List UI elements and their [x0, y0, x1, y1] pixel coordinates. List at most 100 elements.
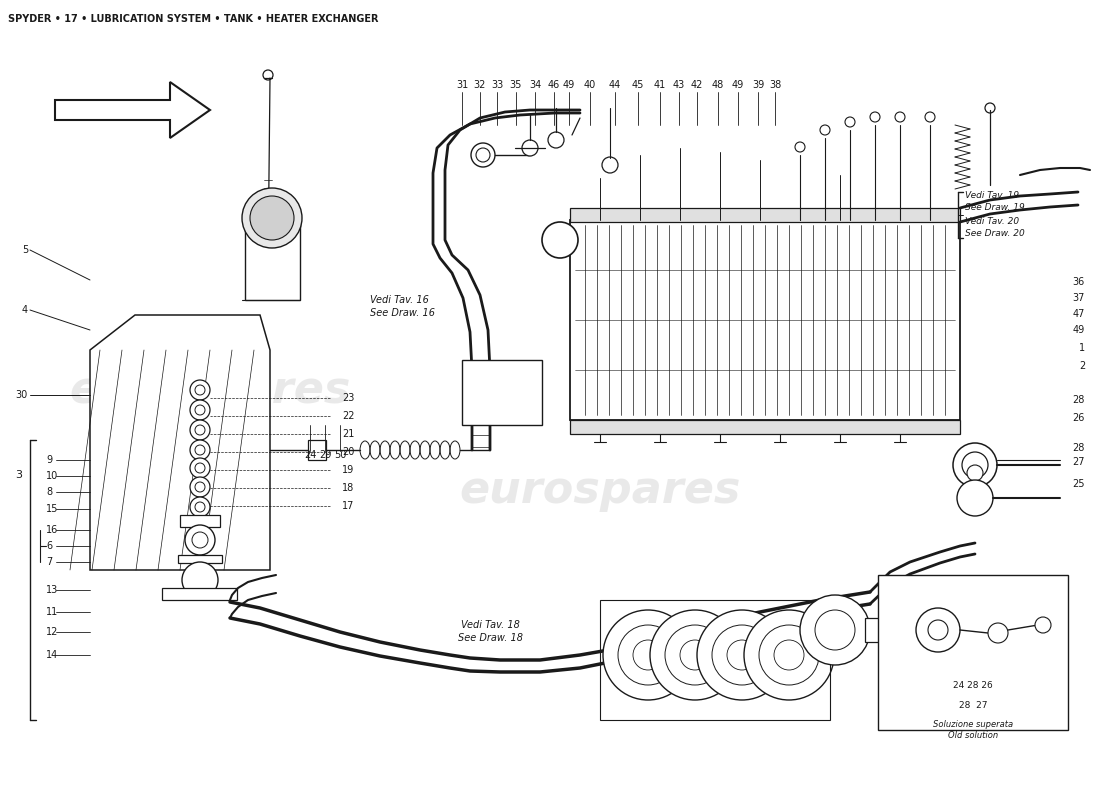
Circle shape — [195, 482, 205, 492]
Text: 10: 10 — [46, 471, 58, 481]
Text: 14: 14 — [46, 650, 58, 660]
Circle shape — [953, 443, 997, 487]
Text: 30: 30 — [15, 390, 28, 400]
Circle shape — [190, 497, 210, 517]
Text: See Draw. 19: See Draw. 19 — [965, 202, 1025, 211]
Circle shape — [190, 477, 210, 497]
Text: 21: 21 — [342, 429, 354, 439]
Text: 33: 33 — [491, 80, 503, 90]
Circle shape — [190, 458, 210, 478]
Text: 6: 6 — [46, 541, 52, 551]
Circle shape — [195, 425, 205, 435]
Circle shape — [522, 140, 538, 156]
Circle shape — [774, 640, 804, 670]
Circle shape — [618, 625, 678, 685]
Circle shape — [697, 610, 786, 700]
Text: 28: 28 — [1072, 395, 1085, 405]
Circle shape — [680, 640, 710, 670]
Text: 40: 40 — [584, 80, 596, 90]
Bar — [308, 440, 326, 460]
Circle shape — [195, 445, 205, 455]
Text: 22: 22 — [342, 411, 354, 421]
Circle shape — [967, 465, 983, 481]
Circle shape — [195, 463, 205, 473]
Circle shape — [548, 132, 564, 148]
Circle shape — [542, 222, 578, 258]
Bar — [865, 618, 920, 642]
Text: 23: 23 — [342, 393, 354, 403]
Text: Soluzione superata
Old solution: Soluzione superata Old solution — [933, 720, 1013, 740]
Circle shape — [744, 610, 834, 700]
Text: 20: 20 — [342, 447, 354, 457]
Circle shape — [190, 440, 210, 460]
Bar — [462, 360, 542, 425]
Text: 48: 48 — [712, 80, 724, 90]
Text: See Draw. 20: See Draw. 20 — [965, 230, 1025, 238]
Text: 24: 24 — [304, 450, 316, 460]
Text: 17: 17 — [342, 501, 354, 511]
Circle shape — [190, 380, 210, 400]
Circle shape — [250, 196, 294, 240]
Bar — [178, 555, 222, 563]
Text: 27: 27 — [1072, 457, 1085, 467]
Text: 43: 43 — [673, 80, 685, 90]
Circle shape — [928, 620, 948, 640]
Circle shape — [957, 480, 993, 516]
Circle shape — [603, 610, 693, 700]
Text: 16: 16 — [46, 525, 58, 535]
Text: 49: 49 — [732, 80, 744, 90]
Text: 47: 47 — [1072, 309, 1085, 319]
Text: 29: 29 — [319, 450, 331, 460]
Text: 2: 2 — [1079, 361, 1085, 371]
Text: 36: 36 — [1072, 277, 1085, 287]
Text: 11: 11 — [46, 607, 58, 617]
Circle shape — [185, 525, 214, 555]
Circle shape — [650, 610, 740, 700]
Text: 12: 12 — [46, 627, 58, 637]
Text: 25: 25 — [1072, 479, 1085, 489]
Text: Vedi Tav. 16
See Draw. 16: Vedi Tav. 16 See Draw. 16 — [370, 295, 434, 318]
Text: Vedi Tav. 18
See Draw. 18: Vedi Tav. 18 See Draw. 18 — [458, 620, 522, 643]
Circle shape — [666, 625, 725, 685]
Text: 39: 39 — [752, 80, 764, 90]
Bar — [245, 220, 300, 300]
Text: 37: 37 — [1072, 293, 1085, 303]
Circle shape — [190, 420, 210, 440]
Circle shape — [190, 400, 210, 420]
Bar — [570, 208, 960, 222]
Text: eurospares: eurospares — [460, 469, 740, 511]
Circle shape — [195, 385, 205, 395]
Circle shape — [182, 562, 218, 598]
Circle shape — [192, 532, 208, 548]
Text: 4: 4 — [22, 305, 28, 315]
Bar — [180, 515, 220, 527]
Text: 32: 32 — [474, 80, 486, 90]
Text: 45: 45 — [631, 80, 645, 90]
Circle shape — [962, 452, 988, 478]
Circle shape — [195, 405, 205, 415]
Text: 13: 13 — [46, 585, 58, 595]
Text: 46: 46 — [548, 80, 560, 90]
Text: SPYDER • 17 • LUBRICATION SYSTEM • TANK • HEATER EXCHANGER: SPYDER • 17 • LUBRICATION SYSTEM • TANK … — [8, 14, 378, 24]
Text: 44: 44 — [609, 80, 622, 90]
Text: 49: 49 — [1072, 325, 1085, 335]
Circle shape — [471, 143, 495, 167]
Bar — [570, 220, 960, 420]
Circle shape — [195, 502, 205, 512]
Circle shape — [800, 595, 870, 665]
Bar — [878, 575, 1068, 730]
Circle shape — [916, 608, 960, 652]
Text: 19: 19 — [342, 465, 354, 475]
Text: 9: 9 — [46, 455, 52, 465]
Text: 34: 34 — [529, 80, 541, 90]
Bar — [162, 588, 236, 600]
Bar — [600, 600, 830, 720]
Polygon shape — [90, 315, 270, 570]
Circle shape — [1035, 617, 1050, 633]
Text: 18: 18 — [342, 483, 354, 493]
Polygon shape — [55, 82, 210, 138]
Circle shape — [727, 640, 757, 670]
Text: 49: 49 — [563, 80, 575, 90]
Text: 5: 5 — [22, 245, 28, 255]
Circle shape — [476, 148, 490, 162]
